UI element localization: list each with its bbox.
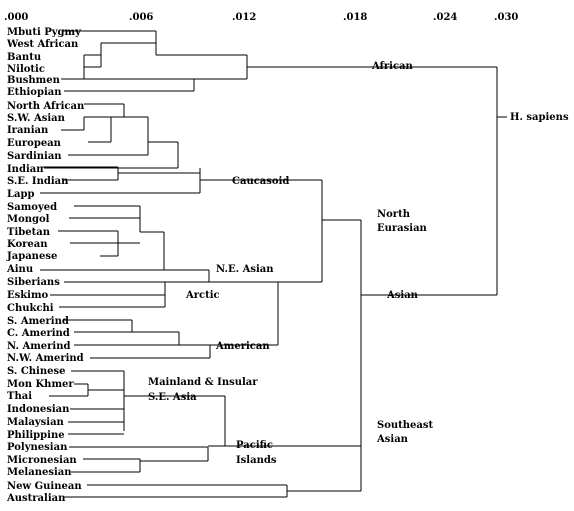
tree-branches (40, 30, 507, 498)
leaf-label: Ainu (6, 264, 33, 275)
cluster-label-h-sapiens: H. sapiens (510, 112, 569, 123)
cluster-label-arctic: Arctic (185, 290, 220, 301)
leaf-label: N.W. Amerind (7, 353, 84, 364)
leaf-label: Iranian (7, 125, 49, 136)
leaf-label: S.W. Asian (7, 113, 66, 124)
cluster-label-se-asia: S.E. Asia (148, 392, 197, 403)
leaf-label: Bantu (7, 52, 41, 63)
leaf-label: North African (7, 101, 85, 112)
leaf-label: Mbuti Pygmy (7, 27, 82, 38)
distance-scale: .000 .006 .012 .018 .024 .030 (4, 12, 518, 23)
cluster-labels: African H. sapiens Caucasoid North Euras… (148, 61, 569, 466)
scale-label: .024 (433, 12, 457, 23)
leaf-label: Micronesian (7, 455, 77, 466)
leaf-label: S. Amerind (7, 316, 69, 327)
leaf-label: Sardinian (7, 151, 62, 162)
leaf-label: European (7, 138, 62, 149)
leaf-label: Samoyed (7, 202, 57, 213)
leaf-label: Nilotic (7, 64, 45, 75)
leaf-label: N. Amerind (7, 341, 71, 352)
leaf-label: Siberians (7, 277, 60, 288)
population-labels: Mbuti Pygmy West African Bantu Nilotic B… (6, 27, 85, 504)
leaf-label: Tibetan (7, 227, 51, 238)
cluster-label-southeast-asian: Asian (376, 434, 409, 445)
cluster-label-caucasoid: Caucasoid (232, 176, 289, 187)
leaf-label: Mon Khmer (7, 379, 74, 390)
cluster-label-ne-asian: N.E. Asian (216, 264, 274, 275)
leaf-label: C. Amerind (7, 328, 70, 339)
cluster-label-southeast: Southeast (377, 420, 434, 431)
scale-label: .006 (129, 12, 153, 23)
leaf-label: Indian (7, 164, 44, 175)
leaf-label: Mongol (7, 214, 50, 225)
leaf-label: Lapp (7, 189, 35, 200)
scale-label: .000 (4, 12, 28, 23)
leaf-label: S. Chinese (7, 366, 65, 377)
leaf-label: Bushmen (7, 75, 61, 86)
leaf-label: Korean (7, 239, 48, 250)
leaf-label: Indonesian (7, 404, 70, 415)
leaf-label: Ethiopian (7, 87, 62, 98)
scale-label: .030 (494, 12, 518, 23)
scale-label: .018 (343, 12, 367, 23)
cluster-label-american: American (215, 341, 270, 352)
leaf-label: Japanese (6, 251, 57, 262)
cluster-label-eurasian: Eurasian (377, 223, 428, 234)
leaf-label: Australian (6, 493, 66, 504)
leaf-label: S.E. Indian (7, 176, 69, 187)
leaf-label: Chukchi (7, 303, 54, 314)
leaf-label: Thai (7, 391, 32, 402)
scale-label: .012 (232, 12, 256, 23)
cluster-label-islands: Islands (236, 455, 277, 466)
leaf-label: Malaysian (7, 417, 65, 428)
leaf-label: Eskimo (7, 290, 49, 301)
cluster-label-north: North (377, 209, 411, 220)
leaf-label: Philippine (7, 430, 65, 441)
cluster-label-mainland: Mainland & Insular (148, 377, 258, 388)
leaf-label: New Guinean (7, 481, 82, 492)
leaf-label: West African (6, 39, 79, 50)
leaf-label: Polynesian (7, 442, 68, 453)
leaf-label: Melanesian (7, 467, 72, 478)
